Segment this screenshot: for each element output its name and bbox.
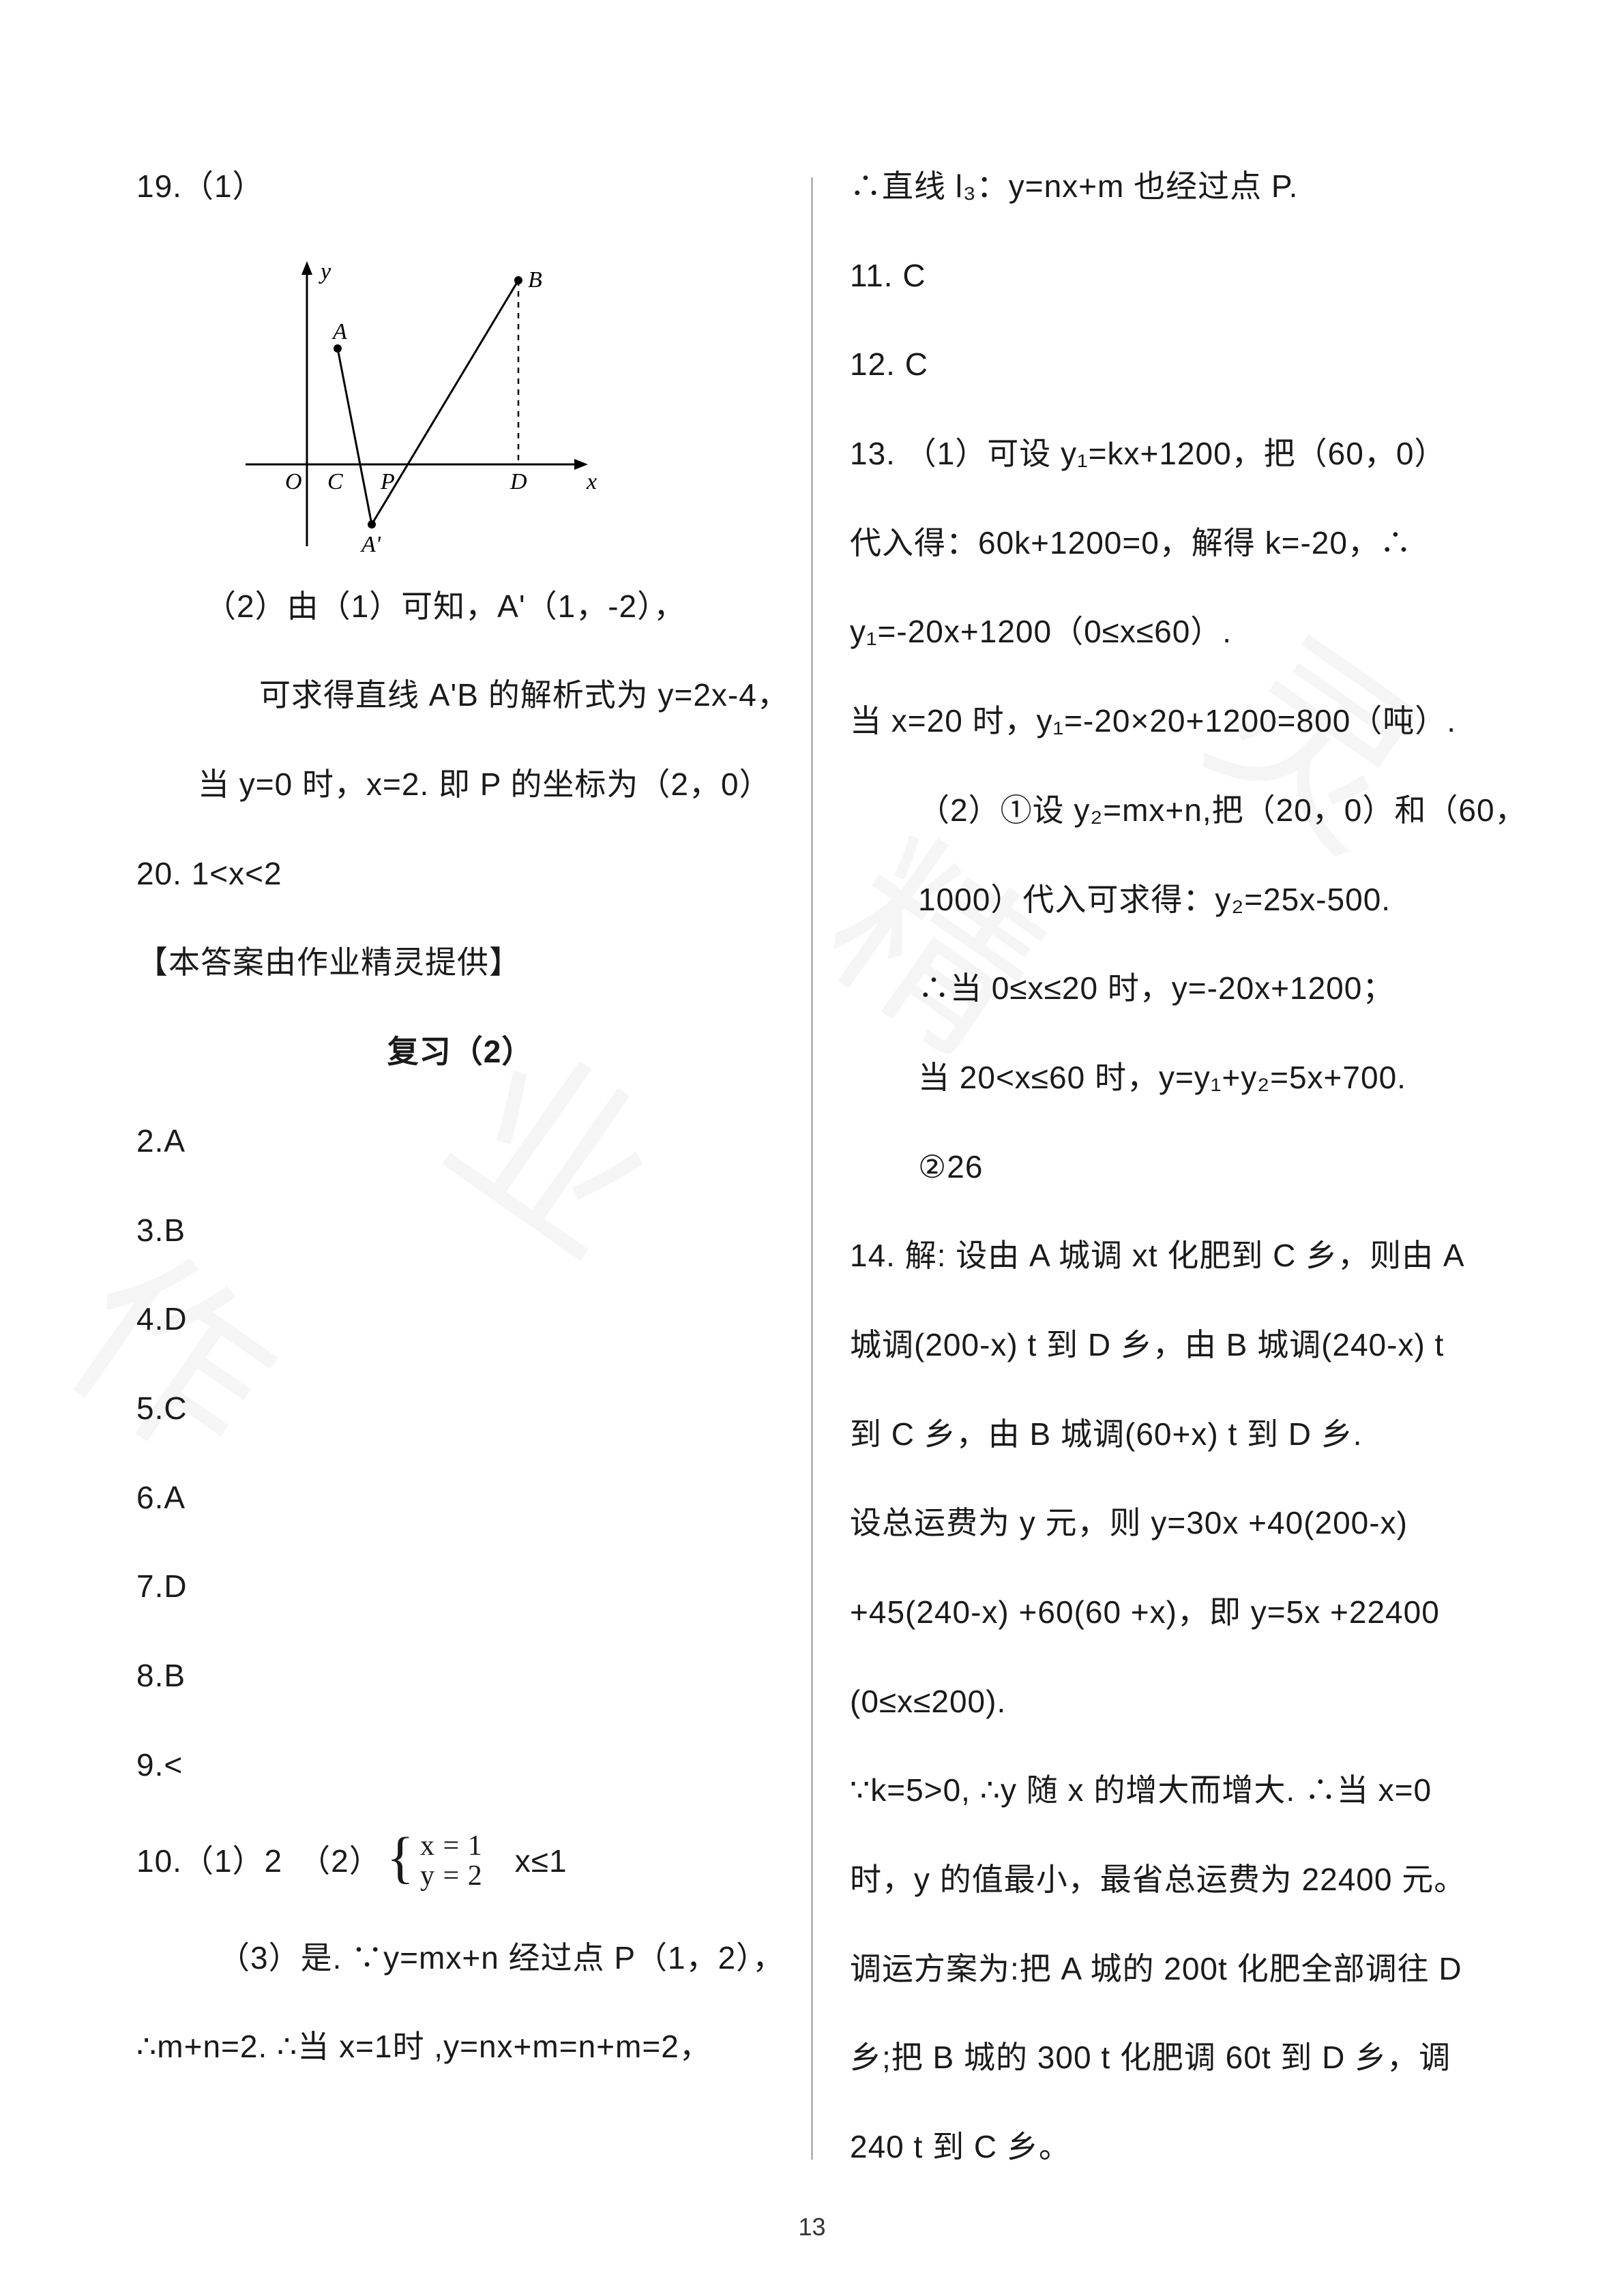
q14-line6: (0≤x≤200). — [850, 1679, 1488, 1725]
q14-line5: +45(240-x) +60(60 +x)，即 y=5x +22400 — [850, 1590, 1488, 1635]
answer-7: 7.D — [136, 1564, 784, 1609]
label-O: O — [285, 469, 302, 494]
q13-line9: ②26 — [850, 1144, 1488, 1190]
answer-2: 2.A — [136, 1118, 784, 1164]
axis-label-y: y — [319, 260, 331, 284]
q13-line5: （2）①设 y₂=mx+n,把（20，0）和（60， — [850, 788, 1488, 833]
page-number: 13 — [0, 2213, 1624, 2241]
system-brace: { — [387, 1841, 415, 1875]
q13-line3: y₁=-20x+1200（0≤x≤60）. — [850, 609, 1488, 655]
graph-svg: y x O C P D A A' B — [225, 260, 607, 553]
q13-line2: 代入得：60k+1200=0，解得 k=-20，∴ — [850, 520, 1488, 566]
q13-line7: ∴当 0≤x≤20 时，y=-20x+1200； — [850, 966, 1488, 1011]
answer-6: 6.A — [136, 1475, 784, 1521]
q14-line11: 240 t 到 C 乡。 — [850, 2124, 1488, 2170]
q19-2-line3: 当 y=0 时，x=2. 即 P 的坐标为（2，0） — [136, 762, 784, 807]
q14-line2: 城调(200-x) t 到 D 乡，由 B 城调(240-x) t — [850, 1322, 1488, 1368]
label-D: D — [510, 469, 527, 494]
a10-3-line2: ∴m+n=2. ∴当 x=1时 ,y=nx+m=n+m=2， — [136, 2024, 784, 2070]
system-lines: x = 1 y = 2 — [420, 1831, 483, 1891]
label-P: P — [380, 469, 395, 494]
right-column: ∴直线 l₃：y=nx+m 也经过点 P. 11. C 12. C 13. （1… — [812, 164, 1488, 2201]
q14-line3: 到 C 乡，由 B 城调(60+x) t 到 D 乡. — [850, 1412, 1488, 1457]
axis-label-x: x — [586, 469, 597, 494]
answer-11: 11. C — [850, 253, 1488, 299]
label-Aprime: A' — [360, 532, 381, 553]
q19-2-line2: 可求得直线 A'B 的解析式为 y=2x-4， — [136, 672, 784, 718]
q14-line1: 14. 解: 设由 A 城调 xt 化肥到 C 乡，则由 A — [850, 1233, 1488, 1279]
q13-line6: 1000）代入可求得：y₂=25x-500. — [850, 877, 1488, 923]
q19-2-line1: （2）由（1）可知，A'（1，-2）， — [136, 584, 784, 629]
sys-bot: y = 2 — [420, 1860, 483, 1892]
q14-line8: 时，y 的值最小，最省总运费为 22400 元。 — [850, 1857, 1488, 1903]
q13-line4: 当 x=20 时，y₁=-20×20+1200=800（吨）. — [850, 698, 1488, 744]
q14-line10: 乡;把 B 城的 300 t 化肥调 60t 到 D 乡，调 — [850, 2035, 1488, 2081]
q20: 20. 1<x<2 — [136, 851, 784, 897]
q14-line9: 调运方案为:把 A 城的 200t 化肥全部调往 D — [850, 1946, 1488, 1992]
label-A: A — [331, 319, 347, 344]
q19-heading: 19.（1） — [136, 164, 784, 209]
credit-line: 【本答案由作业精灵提供】 — [136, 940, 784, 985]
label-C: C — [327, 469, 343, 494]
q13-line8: 当 20<x≤60 时，y=y₁+y₂=5x+700. — [850, 1055, 1488, 1101]
answer-12: 12. C — [850, 342, 1488, 387]
sys-top: x = 1 — [420, 1830, 483, 1862]
answer-5: 5.C — [136, 1386, 784, 1431]
page-container: 19.（1） y x O C — [0, 0, 1624, 2296]
answer-10: 10.（1）2 （2） { x = 1 y = 2 x≤1 — [136, 1831, 784, 1891]
q14-line7: ∵k=5>0, ∴y 随 x 的增大而增大. ∴当 x=0 — [850, 1768, 1488, 1813]
a10-prefix: 10.（1）2 （2） — [136, 1838, 381, 1884]
label-B: B — [528, 267, 542, 293]
answer-9: 9.< — [136, 1742, 784, 1788]
a10-suffix: x≤1 — [483, 1838, 567, 1884]
left-column: 19.（1） y x O C — [136, 164, 812, 2201]
q14-line4: 设总运费为 y 元，则 y=30x +40(200-x) — [850, 1500, 1488, 1546]
a10-3-line1: （3）是. ∵y=mx+n 经过点 P（1，2）， — [136, 1935, 784, 1981]
r-cont: ∴直线 l₃：y=nx+m 也经过点 P. — [850, 164, 1488, 209]
answer-3: 3.B — [136, 1208, 784, 1253]
answer-8: 8.B — [136, 1653, 784, 1699]
answer-4: 4.D — [136, 1296, 784, 1342]
q19-figure: y x O C P D A A' B — [225, 260, 784, 556]
q13-line1: 13. （1）可设 y₁=kx+1200，把（60，0） — [850, 431, 1488, 477]
section-title: 复习（2） — [136, 1029, 784, 1075]
